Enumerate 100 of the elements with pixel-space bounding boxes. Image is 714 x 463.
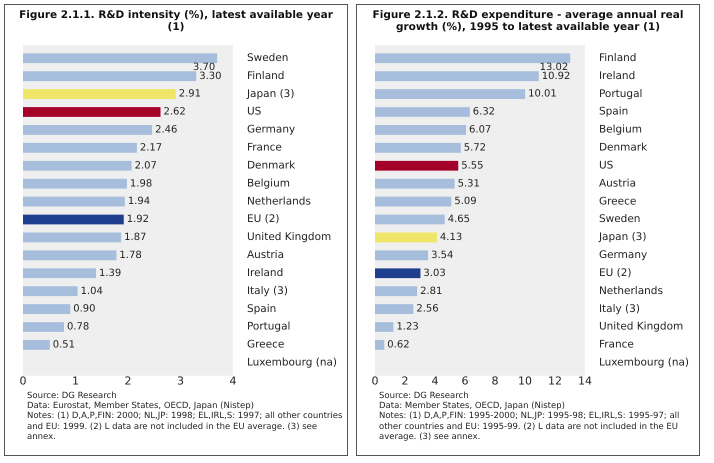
data-label: 2.46 [155,124,178,136]
bar [375,178,455,189]
bar [23,71,196,82]
data-label: 6.32 [472,106,496,118]
y-tick-label: Netherlands [246,195,311,208]
data-label: 2.07 [134,160,157,172]
y-tick-label: Germany [598,249,648,262]
bar [375,304,414,314]
y-tick-label: Belgium [246,177,290,190]
y-tick-label: Finland [598,52,636,64]
data-label: 2.62 [164,106,186,118]
y-tick-label: France [246,142,282,154]
y-tick-label: Finland [246,70,284,82]
data-label: 13.02 [540,62,568,73]
x-tick-label: 12 [548,374,562,388]
x-tick-label: 6 [461,374,468,388]
y-tick-label: Luxembourg (na) [598,356,689,369]
y-tick-label: Ireland [246,266,284,279]
y-tick-label: Sweden [598,213,640,226]
data-label: 1.39 [98,268,122,279]
data-label: 0.62 [387,340,410,351]
bar [23,214,124,224]
data-label: 0.78 [66,322,90,333]
data-label: 1.87 [124,232,146,244]
bar [23,268,96,278]
bar [375,71,539,82]
data-label: 5.31 [458,178,480,190]
bar [375,340,384,350]
chart-title: Figure 2.1.1. R&D intensity (%), latest available year (1) [18,9,334,33]
data-label: 3.70 [192,62,216,73]
data-label: 1.92 [126,214,150,226]
data-label: 10.92 [542,70,570,82]
y-tick-label: Spain [598,106,628,118]
bar [23,53,218,64]
bar [23,232,122,242]
data-label: 1.04 [80,286,103,297]
bar [23,107,161,117]
data-label: 3.03 [423,268,446,279]
bar [375,107,470,117]
bar [23,304,70,314]
y-tick-label: US [598,159,614,172]
text: Notes: (1) D,A,P,FIN: 2000; NL,JP: 1998; EL,IRL,S: 1997; all other countries and EU: 1999. (2) L data are not included in the EU average. (3) see annex. [27,411,343,442]
x-tick-label: 8 [491,374,498,388]
y-tick-label: Denmark [598,142,648,154]
bar [23,196,125,207]
bar [375,89,526,100]
y-tick-label: Luxembourg (na) [246,356,337,369]
x-tick-label: 0 [20,374,26,388]
data-label: 5.72 [464,142,486,154]
y-tick-label: Japan (3) [598,231,646,244]
data-label: 2.17 [140,142,162,154]
data-label: 1.23 [396,322,419,333]
bar [375,286,418,296]
data-label: 1.78 [119,250,142,261]
bar [375,142,461,153]
data-label: 4.65 [448,214,470,226]
data-label: 5.55 [461,160,484,172]
y-tick-label: EU (2) [598,266,632,279]
bar [375,232,437,242]
y-tick-label: Austria [246,249,284,262]
data-label: 10.01 [528,88,557,100]
x-tick-label: 3 [176,374,184,388]
data-label: 2.91 [178,88,201,100]
y-tick-label: France [598,338,634,351]
y-tick-label: Japan (3) [246,88,294,100]
y-tick-label: United Kingdom [246,231,332,244]
bar [23,340,50,350]
x-tick-label: 1 [72,374,79,388]
bar [23,89,176,100]
bar [23,322,64,332]
data-label: 1.94 [128,196,150,208]
y-tick-label: Austria [598,177,636,190]
bar [23,250,116,260]
data-label: 6.07 [469,124,492,136]
source-note: Source: DG Research [379,391,470,402]
data-label: 2.81 [420,286,442,297]
bar [23,125,152,135]
bar [375,250,428,260]
y-tick-label: Italy (3) [598,302,640,315]
data-label: 0.51 [52,340,76,351]
text: Notes: (1) D,A,P,FIN: 1995-2000; NL,JP: 1995-98; EL,IRL,S: 1995-97; all other countries and EU: 1995-99. (2) L data are not included in the EU average. (3) see annex. [379,411,680,442]
data-label: 0.90 [73,304,96,315]
y-tick-label: Portugal [598,88,642,100]
y-tick-label: Denmark [246,159,296,172]
x-tick-label: 0 [372,374,378,388]
bar [375,214,445,224]
source-note: Source: DG Research [27,391,118,402]
y-tick-label: Netherlands [598,284,663,297]
x-tick-label: 4 [431,374,438,388]
bar [23,142,137,153]
y-tick-label: EU (2) [246,213,280,226]
bar [375,268,420,278]
y-tick-label: Italy (3) [246,284,288,297]
bar [375,196,452,207]
x-tick-label: 4 [229,374,236,388]
data-label: 2.56 [416,304,439,315]
bar [23,160,132,171]
data-label: 3.54 [431,250,454,261]
bar [375,322,394,332]
data-label: 4.13 [440,232,462,244]
